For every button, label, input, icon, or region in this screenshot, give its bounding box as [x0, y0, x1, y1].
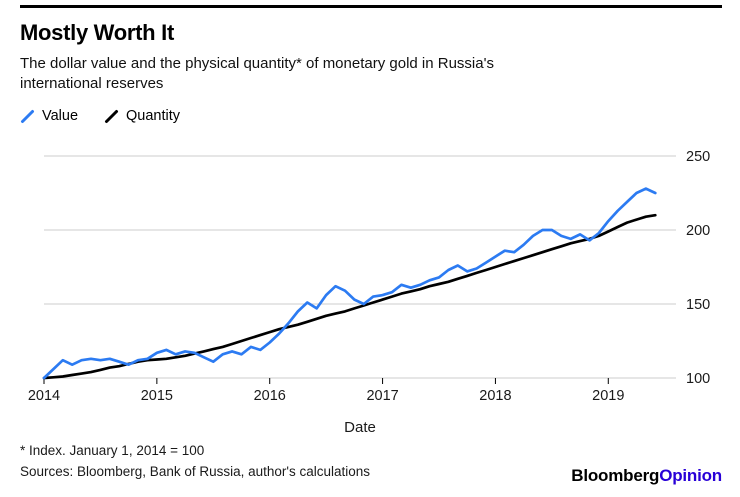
legend-label-quantity: Quantity [126, 108, 181, 124]
y-tick-label: 250 [686, 149, 710, 165]
legend-item-value: Value [20, 108, 78, 124]
legend-label-value: Value [42, 108, 79, 124]
chart-subtitle: The dollar value and the physical quanti… [20, 55, 494, 93]
legend-item-quantity: Quantity [104, 108, 180, 124]
x-tick-label: 2015 [141, 388, 173, 404]
brand-logo: BloombergOpinion [571, 466, 722, 486]
brand-bloomberg: Bloomberg [571, 466, 660, 485]
x-axis-title: Date [344, 419, 376, 436]
x-tick-label: 2014 [28, 388, 60, 404]
x-tick-label: 2019 [592, 388, 624, 404]
x-tick-label: 2016 [254, 388, 286, 404]
brand-opinion: Opinion [659, 466, 722, 485]
series-line-quantity [42, 213, 657, 380]
chart-title: Mostly Worth It [20, 20, 174, 45]
x-tick-label: 2018 [479, 388, 511, 404]
top-rule [20, 5, 722, 8]
quantity-series-swatch-icon [105, 109, 119, 123]
legend: Value Quantity [20, 108, 180, 124]
value-series-swatch-icon [21, 109, 34, 123]
y-tick-label: 150 [686, 297, 710, 313]
x-tick-label: 2017 [366, 388, 398, 404]
y-tick-label: 200 [686, 223, 710, 239]
sources-line: Sources: Bloomberg, Bank of Russia, auth… [20, 464, 371, 479]
y-tick-label: 100 [686, 371, 710, 387]
footnote: * Index. January 1, 2014 = 100 [20, 443, 205, 458]
series-line-value [42, 187, 657, 380]
line-chart: 100 150 200 250 2014 2015 2016 2017 2018 2019 Date [28, 149, 710, 436]
